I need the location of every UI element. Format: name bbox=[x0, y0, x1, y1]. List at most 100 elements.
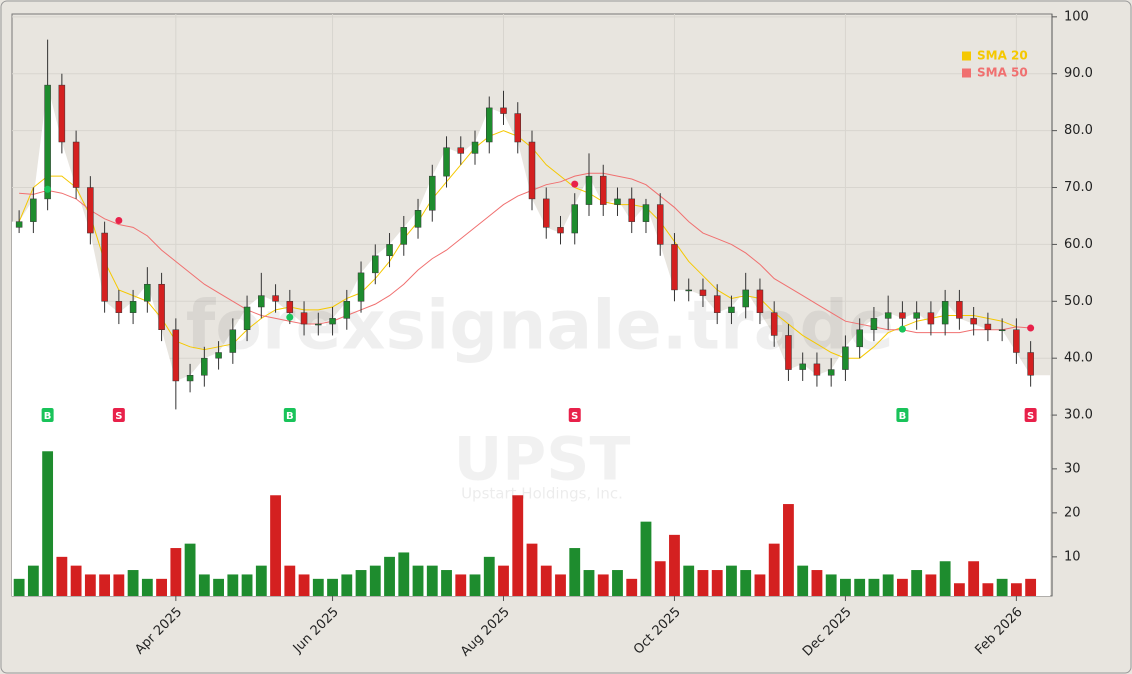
volume-bar bbox=[84, 574, 96, 596]
y2-tick-label: 30 bbox=[1064, 461, 1081, 476]
legend-label: SMA 20 bbox=[977, 49, 1028, 63]
candle-body bbox=[272, 295, 279, 302]
candle-body bbox=[500, 107, 507, 114]
candle-body bbox=[300, 312, 308, 325]
candle-body bbox=[927, 312, 935, 325]
candle-body bbox=[343, 301, 351, 319]
volume-bar bbox=[896, 578, 908, 596]
volume-bar bbox=[127, 570, 139, 596]
volume-bar bbox=[170, 548, 182, 596]
watermark-subtitle: Upstart Holdings, Inc. bbox=[461, 485, 623, 503]
signal-label: S bbox=[571, 411, 578, 422]
volume-bar bbox=[284, 565, 296, 596]
volume-bar bbox=[996, 578, 1008, 596]
volume-bar bbox=[441, 570, 452, 596]
volume-bar bbox=[426, 565, 438, 596]
candle-body bbox=[585, 175, 593, 205]
candle-body bbox=[44, 84, 51, 200]
candle-body bbox=[842, 346, 849, 370]
volume-bar bbox=[198, 574, 210, 596]
candle-body bbox=[201, 357, 208, 376]
volume-bar bbox=[213, 578, 224, 596]
volume-bar bbox=[270, 495, 281, 596]
volume-bar bbox=[227, 574, 239, 596]
signal-label: S bbox=[115, 411, 122, 422]
y-tick-label: 100 bbox=[1064, 9, 1089, 24]
candle-body bbox=[699, 289, 707, 296]
volume-bar bbox=[113, 574, 125, 596]
candle-body bbox=[856, 329, 863, 348]
candle-body bbox=[443, 147, 450, 177]
candle-body bbox=[457, 147, 465, 154]
signal-badge bbox=[41, 408, 54, 422]
candle-body bbox=[172, 329, 180, 382]
candle-body bbox=[357, 272, 365, 302]
candle-body bbox=[656, 204, 664, 245]
volume-bar bbox=[555, 574, 566, 596]
y-tick-label: 80.0 bbox=[1064, 123, 1093, 138]
volume-bar bbox=[526, 543, 538, 596]
volume-bar bbox=[384, 556, 395, 596]
candle-body bbox=[87, 187, 94, 234]
sma-line bbox=[19, 172, 1031, 334]
candle-body bbox=[471, 141, 479, 154]
volume-bar bbox=[683, 565, 695, 596]
candle-body bbox=[243, 306, 251, 330]
volume-bar bbox=[597, 574, 609, 596]
candle-body bbox=[742, 289, 749, 308]
candle-body bbox=[671, 244, 678, 291]
candle-body bbox=[870, 318, 878, 330]
y-tick-label: 60.0 bbox=[1064, 237, 1093, 252]
candle-body bbox=[1027, 352, 1034, 376]
volume-bar bbox=[298, 574, 310, 596]
y-tick-label: 50.0 bbox=[1064, 294, 1093, 309]
volume-bar bbox=[398, 552, 410, 596]
candle-body bbox=[72, 141, 80, 188]
volume-bar bbox=[640, 521, 652, 596]
close-area bbox=[12, 85, 1050, 596]
volume-bar bbox=[156, 578, 168, 596]
candle-body bbox=[628, 198, 635, 222]
candle-body bbox=[414, 210, 422, 228]
candle-body bbox=[542, 198, 550, 228]
volume-bar bbox=[626, 578, 638, 596]
candle-body bbox=[144, 283, 151, 302]
volume-bar bbox=[27, 565, 39, 596]
candle-body bbox=[756, 289, 764, 313]
signal-dot bbox=[44, 185, 52, 193]
candle-body bbox=[614, 198, 621, 205]
volume-bar bbox=[70, 565, 82, 596]
volume-bar bbox=[939, 561, 951, 596]
signal-badge bbox=[1024, 408, 1037, 422]
candle-body bbox=[941, 301, 949, 325]
volume-bar bbox=[341, 574, 353, 596]
volume-bar bbox=[412, 565, 424, 596]
volume-bar bbox=[583, 570, 595, 596]
volume-bar bbox=[968, 561, 980, 596]
volume-bar bbox=[42, 451, 54, 596]
volume-bar bbox=[854, 578, 866, 596]
volume-bar bbox=[925, 574, 937, 596]
candle-body bbox=[599, 175, 607, 205]
volume-bar bbox=[982, 583, 994, 596]
volume-bar bbox=[56, 556, 68, 596]
signal-badge bbox=[568, 408, 581, 422]
volume-bar bbox=[498, 565, 509, 596]
signal-label: B bbox=[899, 411, 907, 422]
candle-body bbox=[386, 244, 393, 257]
volume-bar bbox=[312, 578, 324, 596]
signal-badge bbox=[283, 408, 296, 422]
legend-swatch bbox=[962, 68, 971, 78]
volume-bar bbox=[669, 534, 680, 596]
volume-bar bbox=[612, 570, 623, 596]
candle-body bbox=[129, 301, 137, 313]
candle-body bbox=[400, 227, 408, 245]
signal-dot bbox=[898, 325, 906, 333]
candle-body bbox=[58, 84, 66, 143]
y-tick-label: 40.0 bbox=[1064, 351, 1093, 366]
candle-body bbox=[998, 329, 1006, 331]
volume-bar bbox=[512, 495, 524, 596]
signal-dot bbox=[571, 180, 579, 188]
candle-body bbox=[827, 369, 835, 376]
candle-body bbox=[30, 198, 37, 222]
